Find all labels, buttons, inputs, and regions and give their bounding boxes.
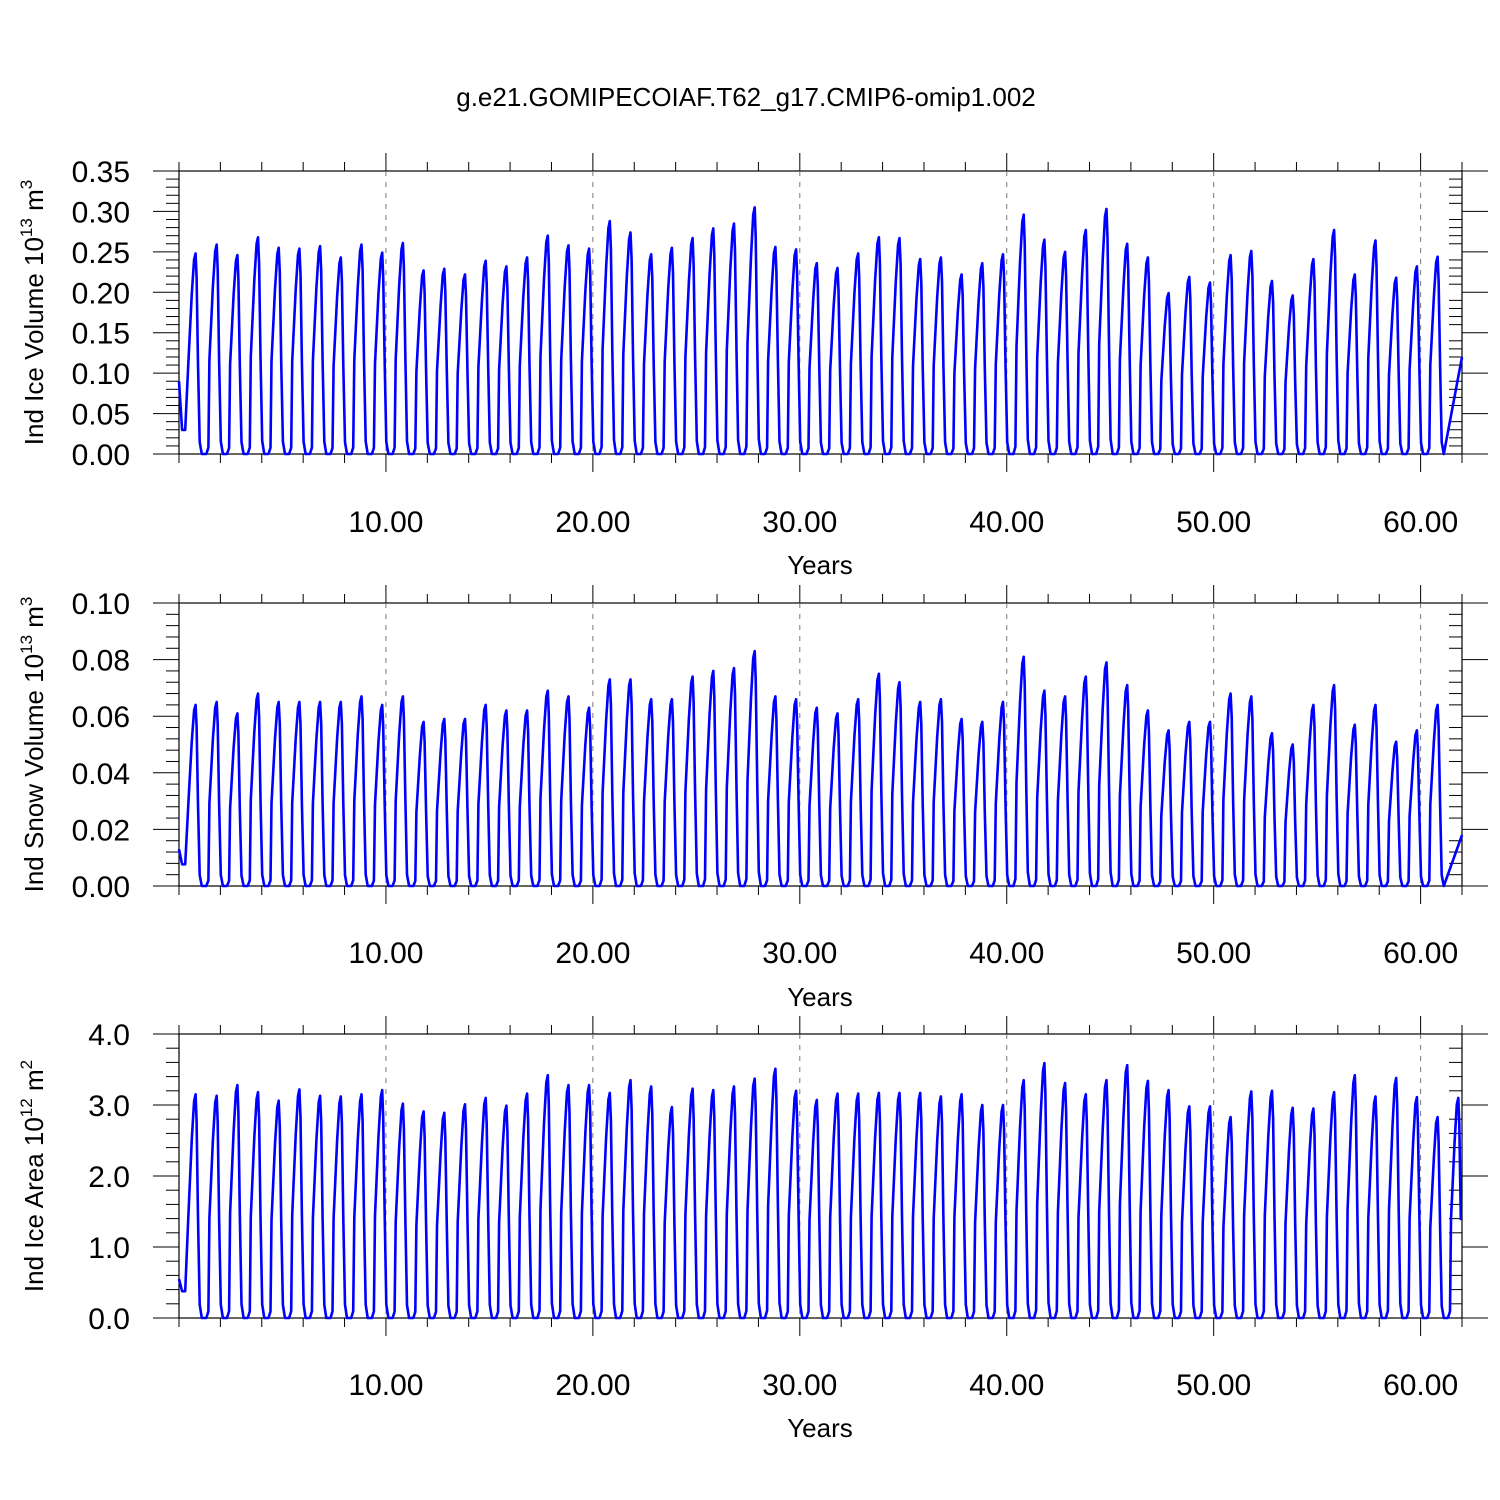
y-tick-label: 0.04 <box>72 758 130 791</box>
y-tick-label: 1.0 <box>88 1232 130 1265</box>
y-axis-label: Ind Ice Volume 1013 m3 <box>17 180 49 445</box>
panel-2: 10.00 20.00 30.00 40.00 50.00 60.00 Years 0.00 0… <box>17 585 1488 1012</box>
y-tick-label: 0.05 <box>72 399 130 432</box>
x-tick-label: 50.00 <box>1176 506 1251 539</box>
chart-title: g.e21.GOMIPECOIAF.T62_g17.CMIP6-omip1.00… <box>456 82 1036 112</box>
y-axis-label: Ind Ice Area 1012 m2 <box>17 1060 49 1292</box>
x-tick-label: 30.00 <box>762 506 837 539</box>
y-tick-label: 0.30 <box>72 196 130 229</box>
x-tick-label: 40.00 <box>969 937 1044 970</box>
x-tick-label: 10.00 <box>348 506 423 539</box>
x-tick-label: 30.00 <box>762 937 837 970</box>
x-tick-label: 60.00 <box>1383 1369 1458 1402</box>
y-tick-label: 0.00 <box>72 439 130 472</box>
series-line <box>177 206 1464 456</box>
x-tick-label: 50.00 <box>1176 1369 1251 1402</box>
y-tick-label: 2.0 <box>88 1161 130 1194</box>
y-tick-label: 0.00 <box>72 871 130 904</box>
x-tick-label: 60.00 <box>1383 937 1458 970</box>
y-axis-label: Ind Snow Volume 1013 m3 <box>17 597 49 893</box>
x-tick-label: 20.00 <box>555 937 630 970</box>
series-line <box>177 1061 1463 1320</box>
y-tick-label: 0.20 <box>72 277 130 310</box>
series-line <box>177 649 1464 888</box>
y-tick-label: 0.35 <box>72 156 130 189</box>
x-tick-label: 50.00 <box>1176 937 1251 970</box>
x-tick-label: 10.00 <box>348 937 423 970</box>
panel-3: 10.00 20.00 30.00 40.00 50.00 60.00 Years 0.0 1.… <box>17 1016 1488 1443</box>
y-tick-label: 0.06 <box>72 701 130 734</box>
y-tick-label: 0.15 <box>72 318 130 351</box>
x-axis-label: Years <box>787 982 853 1012</box>
x-tick-label: 60.00 <box>1383 506 1458 539</box>
y-tick-label: 0.10 <box>72 588 130 621</box>
y-tick-label: 0.0 <box>88 1303 130 1336</box>
x-tick-label: 40.00 <box>969 506 1044 539</box>
y-tick-label: 0.25 <box>72 237 130 270</box>
y-tick-label: 0.02 <box>72 814 130 847</box>
y-tick-label: 0.10 <box>72 358 130 391</box>
x-tick-label: 20.00 <box>555 506 630 539</box>
x-tick-label: 30.00 <box>762 1369 837 1402</box>
x-axis-label: Years <box>787 550 853 580</box>
panel-1: 10.00 20.00 30.00 40.00 50.00 60.00 Years 0.00 0… <box>17 153 1488 580</box>
y-tick-label: 3.0 <box>88 1090 130 1123</box>
x-tick-label: 40.00 <box>969 1369 1044 1402</box>
x-axis-label: Years <box>787 1413 853 1443</box>
plot-frame <box>178 170 1463 455</box>
plot-frame <box>178 602 1463 887</box>
x-tick-label: 10.00 <box>348 1369 423 1402</box>
y-tick-label: 0.08 <box>72 645 130 678</box>
x-tick-label: 20.00 <box>555 1369 630 1402</box>
y-tick-label: 4.0 <box>88 1019 130 1052</box>
